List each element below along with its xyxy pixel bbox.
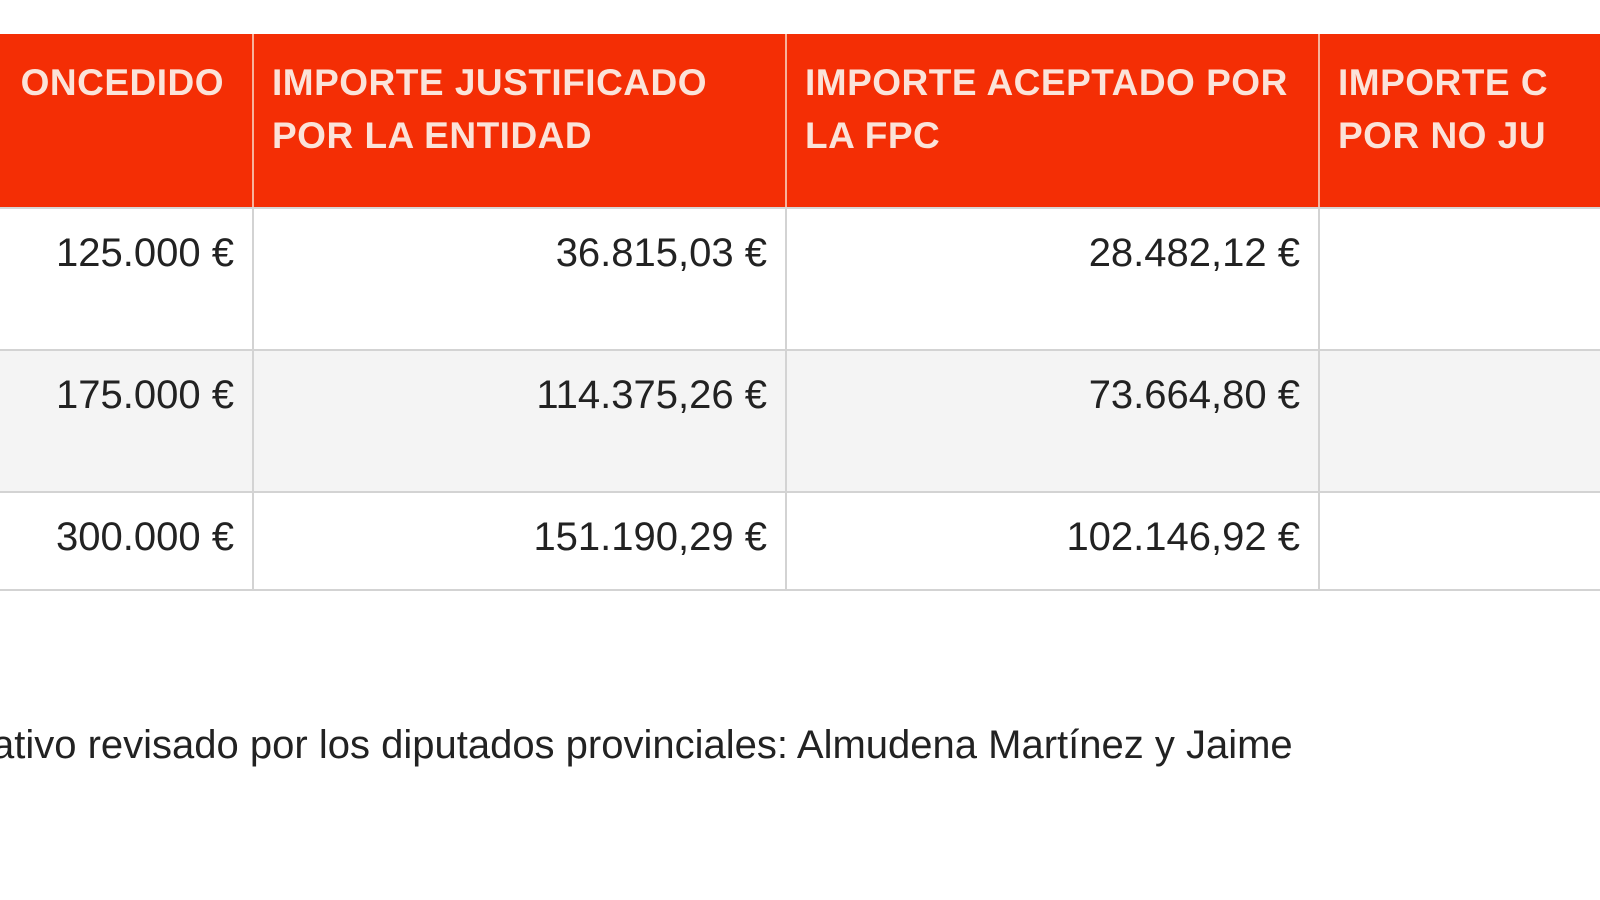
table-row: 175.000 € 114.375,26 € 73.664,80 €: [0, 350, 1600, 493]
table-cell-justificado: 114.375,26 €: [253, 350, 787, 493]
table-cell-concedido: 125.000 €: [0, 208, 254, 351]
table-cell-aceptado: 102.146,92 €: [786, 492, 1320, 591]
column-header-line-1: IMPORTE C: [1338, 62, 1549, 103]
column-header-importe-justificado: IMPORTE JUSTIFICADO POR LA ENTIDAD: [253, 34, 787, 209]
table-cell-concedido: 300.000 €: [0, 492, 254, 591]
column-header-importe-aceptado: IMPORTE ACEPTADO POR LA FPC: [786, 34, 1320, 209]
table-cell-justificado: 36.815,03 €: [253, 208, 787, 351]
table-cell-no-justificado: [1319, 350, 1600, 493]
column-header-concedido: ONCEDIDO: [0, 34, 254, 209]
table-cell-justificado: 151.190,29 €: [253, 492, 787, 591]
table-cell-aceptado: 28.482,12 €: [786, 208, 1320, 351]
table-row: 125.000 € 36.815,03 € 28.482,12 €: [0, 208, 1600, 351]
footnote-text: ativo revisado por los diputados provinc…: [0, 723, 1293, 767]
table-cell-no-justificado: [1319, 208, 1600, 351]
table-row: 300.000 € 151.190,29 € 102.146,92 €: [0, 492, 1600, 591]
column-header-line-2: POR NO JU: [1338, 115, 1547, 156]
column-header-importe-no-justificado: IMPORTE C POR NO JU: [1319, 34, 1600, 209]
data-table: ONCEDIDO IMPORTE JUSTIFICADO POR LA ENTI…: [0, 34, 1600, 591]
table-cell-concedido: 175.000 €: [0, 350, 254, 493]
table-header-row: ONCEDIDO IMPORTE JUSTIFICADO POR LA ENTI…: [0, 34, 1600, 209]
table-cell-no-justificado: [1319, 492, 1600, 591]
table-cell-aceptado: 73.664,80 €: [786, 350, 1320, 493]
data-table-container: ONCEDIDO IMPORTE JUSTIFICADO POR LA ENTI…: [0, 34, 1600, 591]
